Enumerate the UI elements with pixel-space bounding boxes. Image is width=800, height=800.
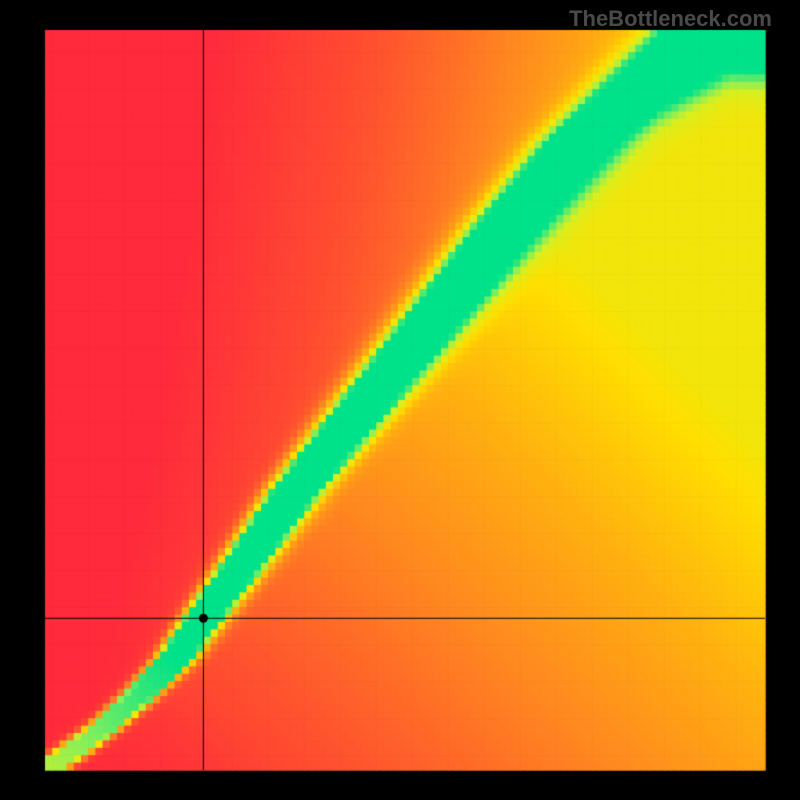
chart-container: { "type": "heatmap", "watermark": { "tex… xyxy=(0,0,800,800)
bottleneck-heatmap xyxy=(0,0,800,800)
watermark-text: TheBottleneck.com xyxy=(569,6,772,32)
